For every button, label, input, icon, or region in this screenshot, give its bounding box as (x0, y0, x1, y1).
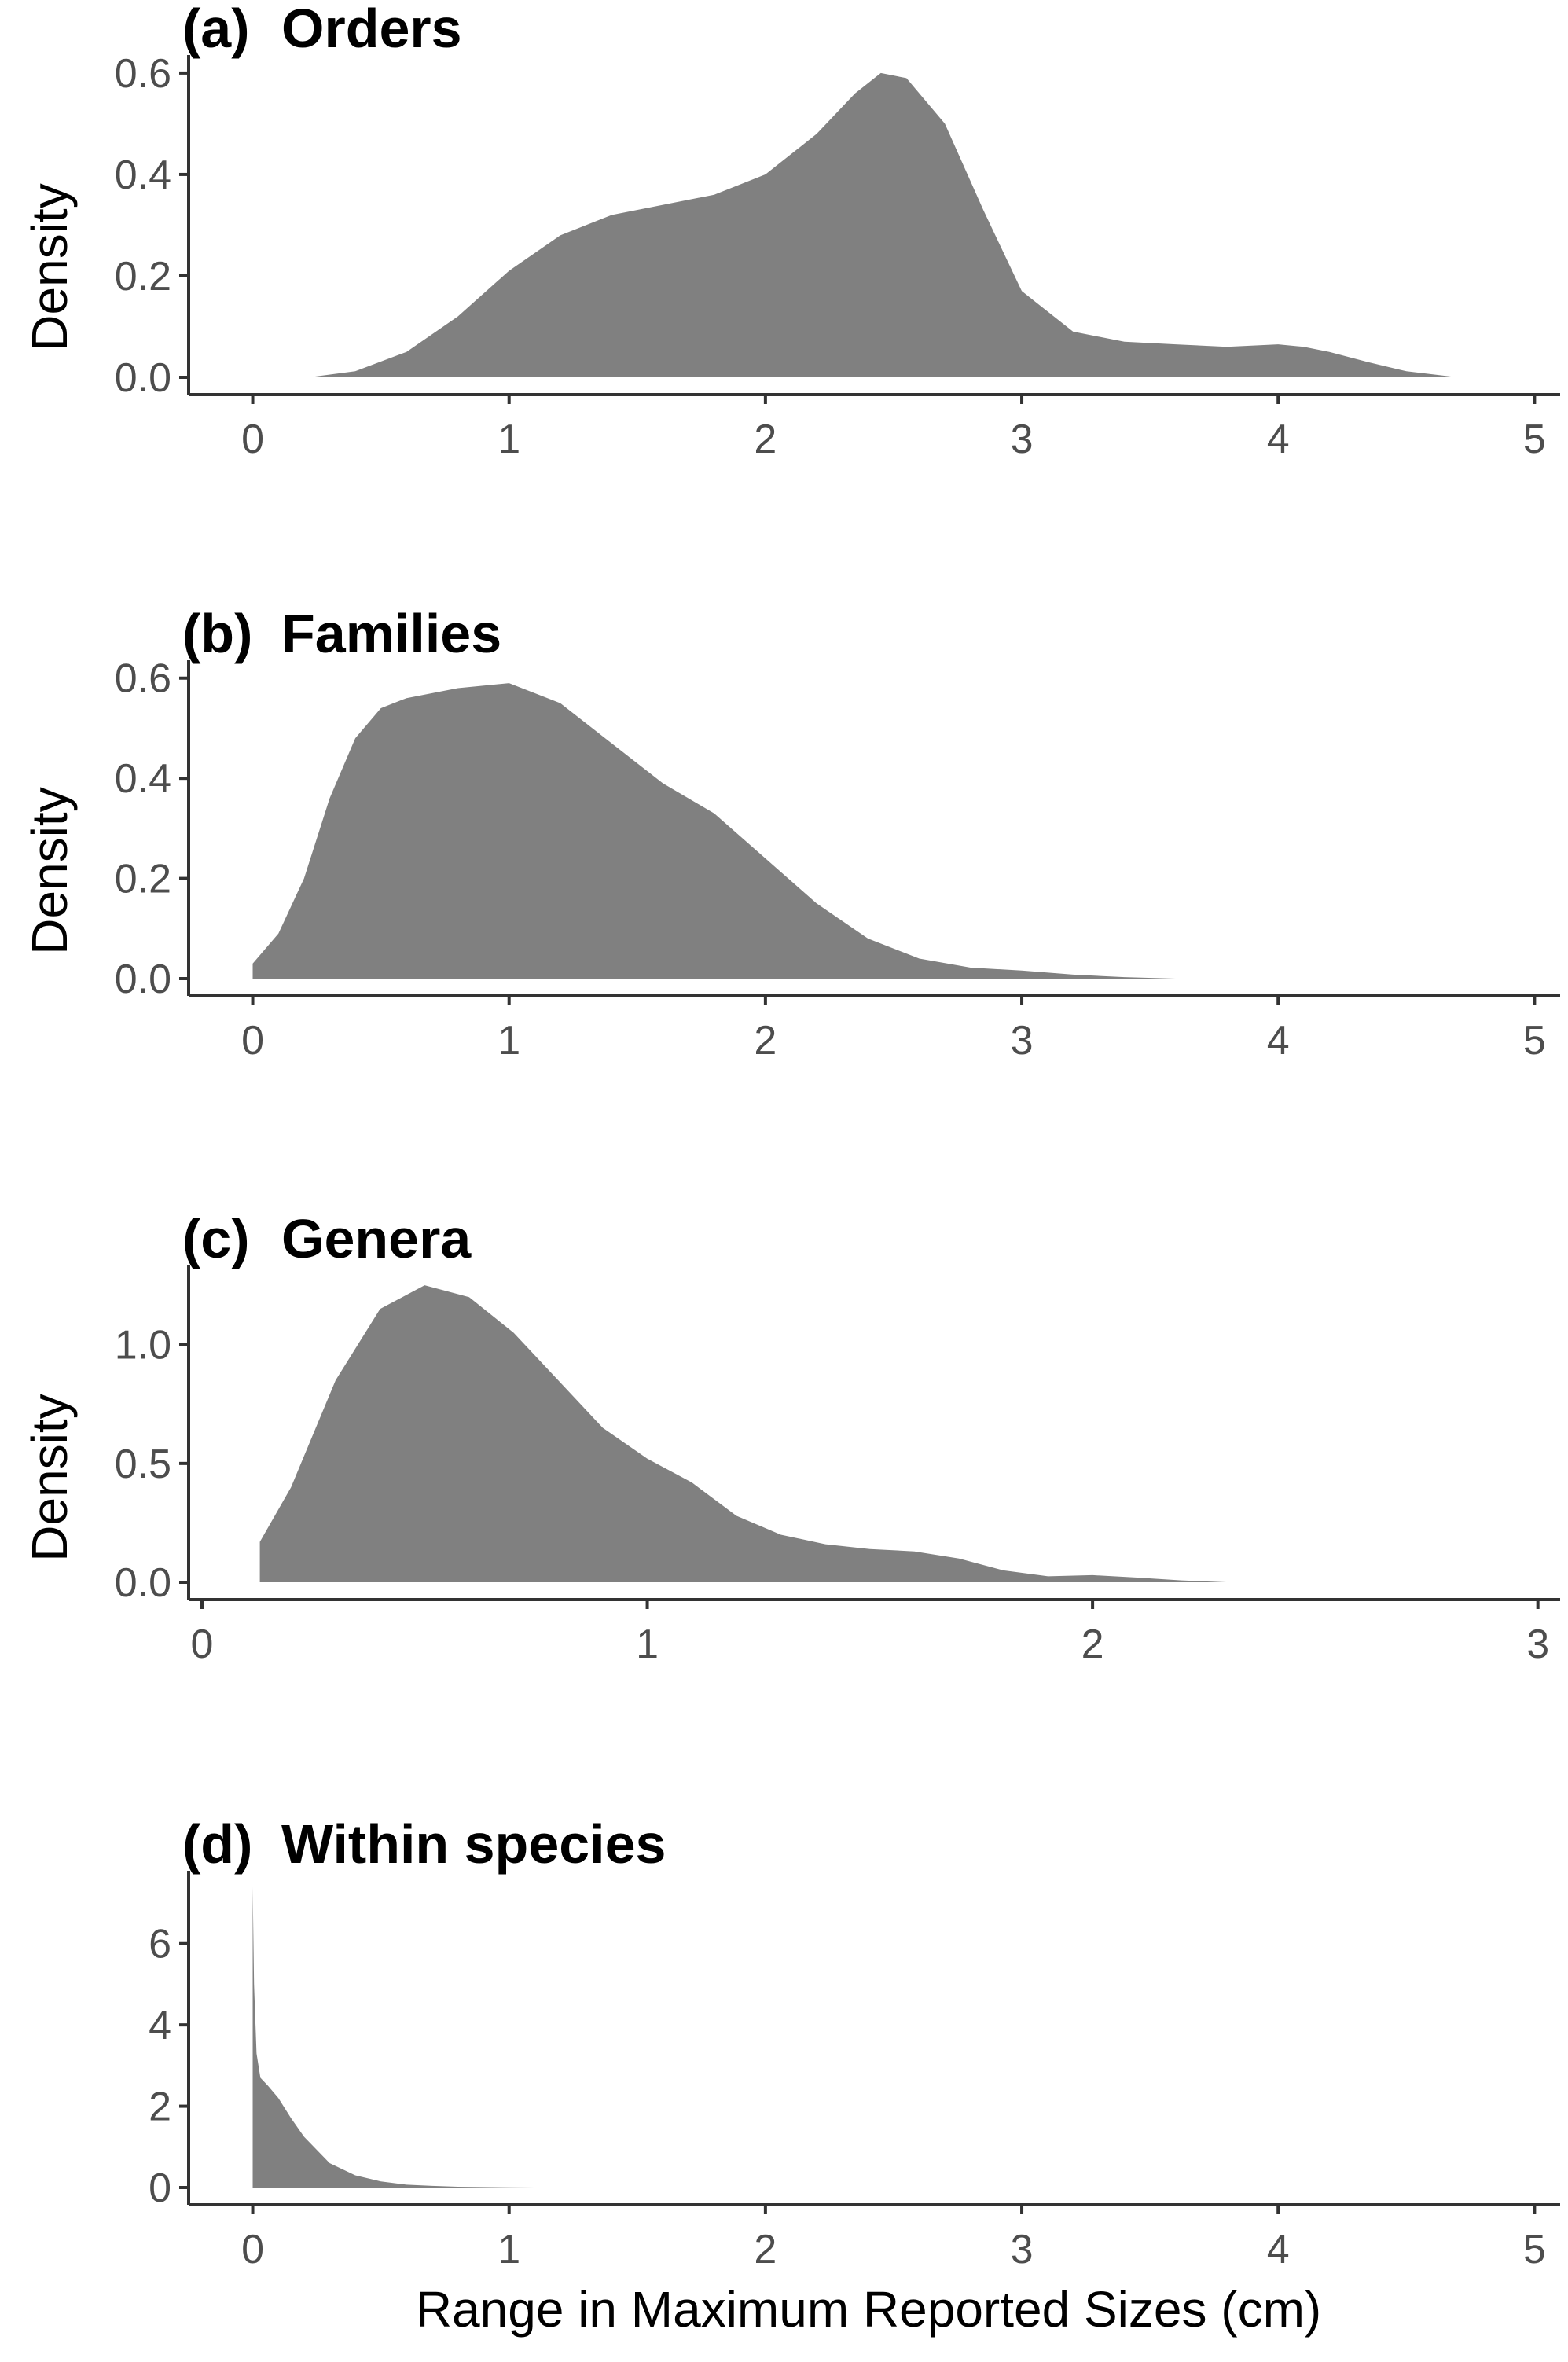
x-tick-label: 4 (1267, 1018, 1290, 1063)
y-tick-label: 4 (149, 2003, 171, 2048)
x-tick-label: 3 (1011, 417, 1034, 462)
y-tick-label: 0.0 (115, 1560, 171, 1606)
x-tick-label: 1 (636, 1622, 659, 1667)
x-tick-label: 1 (498, 2227, 520, 2272)
y-tick-label: 0.2 (115, 254, 171, 299)
x-tick-label: 4 (1267, 417, 1290, 462)
x-tick-label: 0 (241, 417, 264, 462)
x-tick-label: 0 (241, 1018, 264, 1063)
x-tick-label: 2 (1081, 1622, 1104, 1667)
density-area (252, 1886, 535, 2188)
x-axis-title: Range in Maximum Reported Sizes (cm) (416, 2281, 1321, 2338)
density-area (259, 1285, 1227, 1582)
y-tick-label: 0.4 (115, 152, 171, 198)
y-axis-title: Density (21, 787, 78, 954)
y-axis-title: Density (21, 1394, 78, 1561)
x-tick-label: 3 (1011, 2227, 1034, 2272)
x-tick-label: 1 (498, 417, 520, 462)
x-tick-label: 3 (1526, 1622, 1549, 1667)
x-tick-label: 2 (754, 2227, 777, 2272)
y-axis-title: Density (21, 183, 78, 351)
y-tick-label: 0.5 (115, 1442, 171, 1487)
x-tick-label: 5 (1523, 2227, 1546, 2272)
panel-label: (c) (182, 1208, 250, 1269)
y-tick-label: 0.6 (115, 656, 171, 702)
panel-label: (a) (182, 0, 250, 59)
panel-title: Orders (281, 0, 462, 59)
x-tick-label: 5 (1523, 1018, 1546, 1063)
panel-title: Families (281, 603, 501, 664)
x-tick-label: 3 (1011, 1018, 1034, 1063)
panel-1: 0.0 0.2 0.4 0.6 0 1 2 3 4 5 (a) Orders Density (21, 0, 1560, 462)
y-tick-label: 1.0 (115, 1323, 171, 1368)
panel-4: 0 2 4 6 0 1 2 3 4 5 (d) Within species Range in Maxi… (149, 1813, 1560, 2338)
y-tick-label: 0.6 (115, 51, 171, 97)
panel-title: Within species (281, 1813, 666, 1875)
panel-2: 0.0 0.2 0.4 0.6 0 1 2 3 4 5 (b) Families Density (21, 603, 1560, 1063)
density-area (309, 72, 1458, 378)
y-tick-label: 2 (149, 2085, 171, 2130)
x-tick-label: 1 (498, 1018, 520, 1063)
x-tick-label: 4 (1267, 2227, 1290, 2272)
panel-label: (b) (182, 603, 252, 664)
panel-label: (d) (182, 1813, 252, 1875)
x-tick-label: 0 (191, 1622, 214, 1667)
density-area (252, 683, 1176, 979)
y-tick-label: 6 (149, 1922, 171, 1967)
panel-3: 0.0 0.5 1.0 0 1 2 3 (c) Genera Density (21, 1208, 1560, 1667)
y-tick-label: 0.0 (115, 355, 171, 401)
x-tick-label: 0 (241, 2227, 264, 2272)
x-tick-label: 5 (1523, 417, 1546, 462)
y-tick-label: 0.2 (115, 857, 171, 902)
y-tick-label: 0.0 (115, 957, 171, 1002)
y-tick-label: 0 (149, 2165, 171, 2211)
x-tick-label: 2 (754, 1018, 777, 1063)
y-tick-label: 0.4 (115, 756, 171, 802)
panel-title: Genera (281, 1208, 472, 1269)
x-tick-label: 2 (754, 417, 777, 462)
